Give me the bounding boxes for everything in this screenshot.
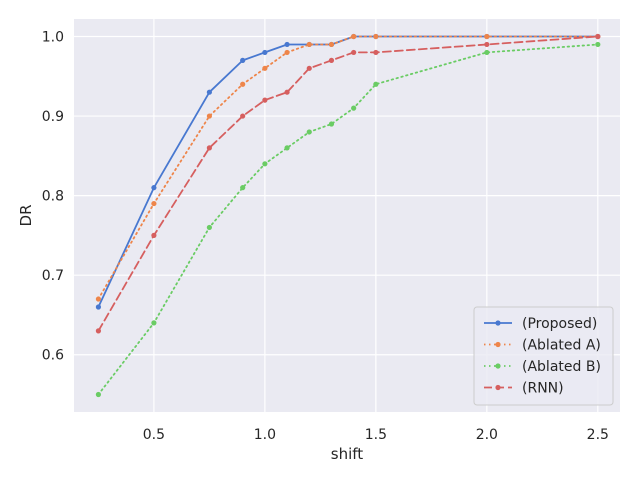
y-tick-label: 1.0 xyxy=(42,30,64,46)
y-axis-label: DR xyxy=(17,205,35,227)
series-line xyxy=(97,43,599,396)
data-point xyxy=(284,41,290,48)
series-lines xyxy=(97,35,599,396)
data-point xyxy=(373,49,379,56)
data-point xyxy=(484,41,490,48)
data-point xyxy=(262,65,268,71)
data-point xyxy=(206,89,212,95)
x-tick-label: 2.5 xyxy=(587,427,609,443)
data-point xyxy=(206,113,212,119)
data-point xyxy=(373,33,379,40)
data-point xyxy=(306,41,312,48)
data-point xyxy=(595,41,601,48)
data-point xyxy=(351,49,357,56)
series-markers xyxy=(95,33,601,398)
legend-label: (Ablated A) xyxy=(522,338,601,354)
legend-marker xyxy=(495,363,501,369)
data-point xyxy=(240,185,246,191)
data-point xyxy=(284,145,290,151)
legend-marker xyxy=(495,320,501,326)
data-point xyxy=(284,89,290,95)
data-point xyxy=(328,121,335,127)
data-point xyxy=(351,105,357,111)
y-tick-label: 0.9 xyxy=(42,109,64,125)
x-tick-label: 1.0 xyxy=(254,427,276,443)
data-point xyxy=(206,224,212,231)
x-tick-labels: 0.5 1.0 1.5 2.0 2.5 xyxy=(143,427,609,443)
data-point xyxy=(95,328,102,334)
legend-marker xyxy=(495,384,501,391)
y-tick-label: 0.7 xyxy=(42,268,64,284)
y-tick-labels: 0.6 0.7 0.8 0.9 1.0 xyxy=(42,30,64,364)
legend-label: (Ablated B) xyxy=(522,359,601,375)
data-point xyxy=(351,33,357,40)
data-point xyxy=(151,232,157,238)
y-tick-label: 0.8 xyxy=(42,189,64,205)
data-point xyxy=(284,49,290,56)
series-line xyxy=(97,35,599,332)
data-point xyxy=(240,81,246,87)
data-point xyxy=(95,296,102,302)
x-tick-label: 0.5 xyxy=(143,427,165,443)
data-point xyxy=(373,81,379,87)
data-point xyxy=(484,49,490,56)
data-point xyxy=(240,113,246,119)
legend-marker xyxy=(495,341,501,348)
data-point xyxy=(151,185,157,191)
data-point xyxy=(95,304,102,310)
x-tick-label: 2.0 xyxy=(476,427,498,443)
data-point xyxy=(306,129,312,135)
data-point xyxy=(240,57,246,63)
legend-label: (RNN) xyxy=(522,381,564,397)
legend: (Proposed) (Ablated A) (Ablated B) (RNN) xyxy=(473,306,614,406)
data-point xyxy=(595,33,601,40)
legend-label: (Proposed) xyxy=(522,316,597,332)
data-point xyxy=(151,320,157,326)
data-point xyxy=(262,97,268,103)
data-point xyxy=(484,33,490,40)
data-point xyxy=(262,49,268,56)
data-point xyxy=(206,145,212,151)
x-tick-label: 1.5 xyxy=(365,427,387,443)
series-line xyxy=(97,35,599,300)
y-tick-label: 0.6 xyxy=(42,348,64,364)
data-point xyxy=(262,161,268,167)
data-point xyxy=(328,41,335,48)
data-point xyxy=(151,200,157,207)
data-point xyxy=(328,57,335,63)
data-point xyxy=(306,65,312,71)
data-point xyxy=(95,391,102,398)
x-axis-label: shift xyxy=(331,445,364,463)
legend-box xyxy=(473,306,614,406)
